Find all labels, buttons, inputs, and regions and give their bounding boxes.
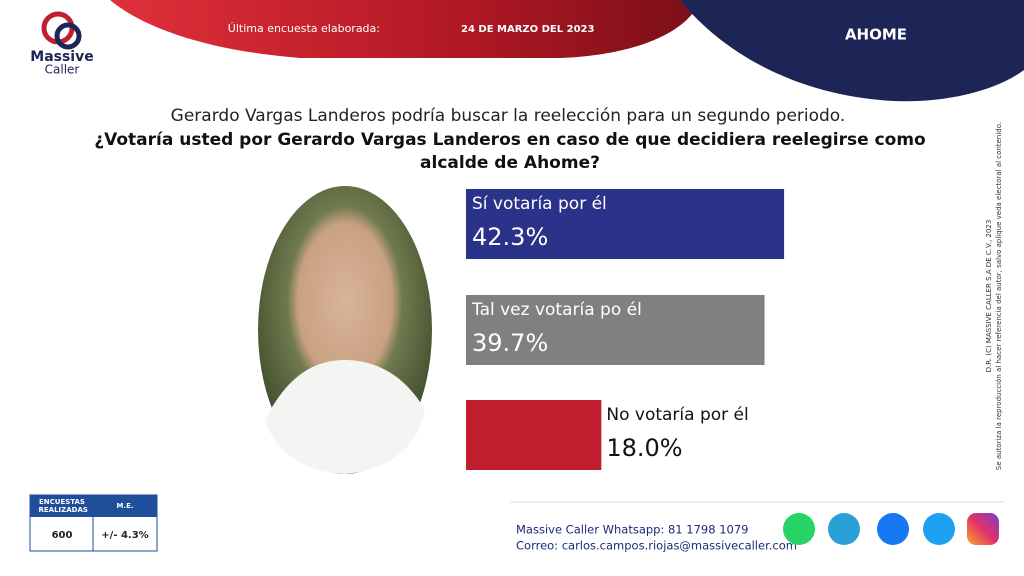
table-cell: +/- 4.3% [101, 530, 148, 541]
value-label: 39.7% [472, 329, 548, 357]
table-header: M.E. [116, 502, 133, 510]
sample-table-header [30, 495, 157, 517]
value-label: 42.3% [472, 223, 548, 251]
bar-label: Tal vez votaría po él [471, 300, 642, 320]
survey-date: 24 DE MARZO DEL 2023 [461, 24, 594, 35]
telegram-icon[interactable] [828, 513, 860, 545]
value-label: 18.0% [606, 434, 682, 462]
table-header: ENCUESTAS REALIZADAS [36, 498, 88, 514]
facebook-icon[interactable] [877, 513, 909, 545]
logo-text: Massive [30, 49, 93, 65]
question-context: Gerardo Vargas Landeros podría buscar la… [171, 106, 846, 126]
question-line: ¿Votaría usted por Gerardo Vargas Lander… [94, 130, 926, 150]
logo-text: Caller [45, 63, 80, 77]
bar [466, 189, 785, 259]
whatsapp-icon[interactable] [783, 513, 815, 545]
region: AHOME [845, 26, 907, 44]
table-cell: 600 [52, 530, 73, 541]
header-region-bg [680, 0, 1024, 102]
instagram-icon[interactable] [967, 513, 999, 545]
logo-icon [54, 22, 82, 50]
twitter-icon[interactable] [923, 513, 955, 545]
question-line: alcalde de Ahome? [420, 153, 600, 173]
candidate-photo-shirt [265, 360, 425, 474]
footer-whatsapp: Massive Caller Whatsapp: 81 1798 1079 [516, 523, 748, 537]
legal-text: Se autoriza la reproducción al hacer ref… [995, 122, 1003, 470]
legal-text: D.R. (C) MASSIVE CALLER S.A DE C.V., 202… [985, 220, 993, 373]
bar-label: Sí votaría por él [472, 194, 607, 214]
footer-email: Correo: carlos.campos.riojas@massivecall… [516, 539, 797, 553]
header-swoosh [110, 0, 700, 58]
survey-label: Última encuesta elaborada: [228, 22, 380, 35]
bar [466, 400, 602, 470]
bar [466, 295, 765, 365]
bar-label: No votaría por él [606, 405, 748, 425]
chart: Sí votaría por él 42.3% Tal vez votaría po… [466, 189, 785, 470]
